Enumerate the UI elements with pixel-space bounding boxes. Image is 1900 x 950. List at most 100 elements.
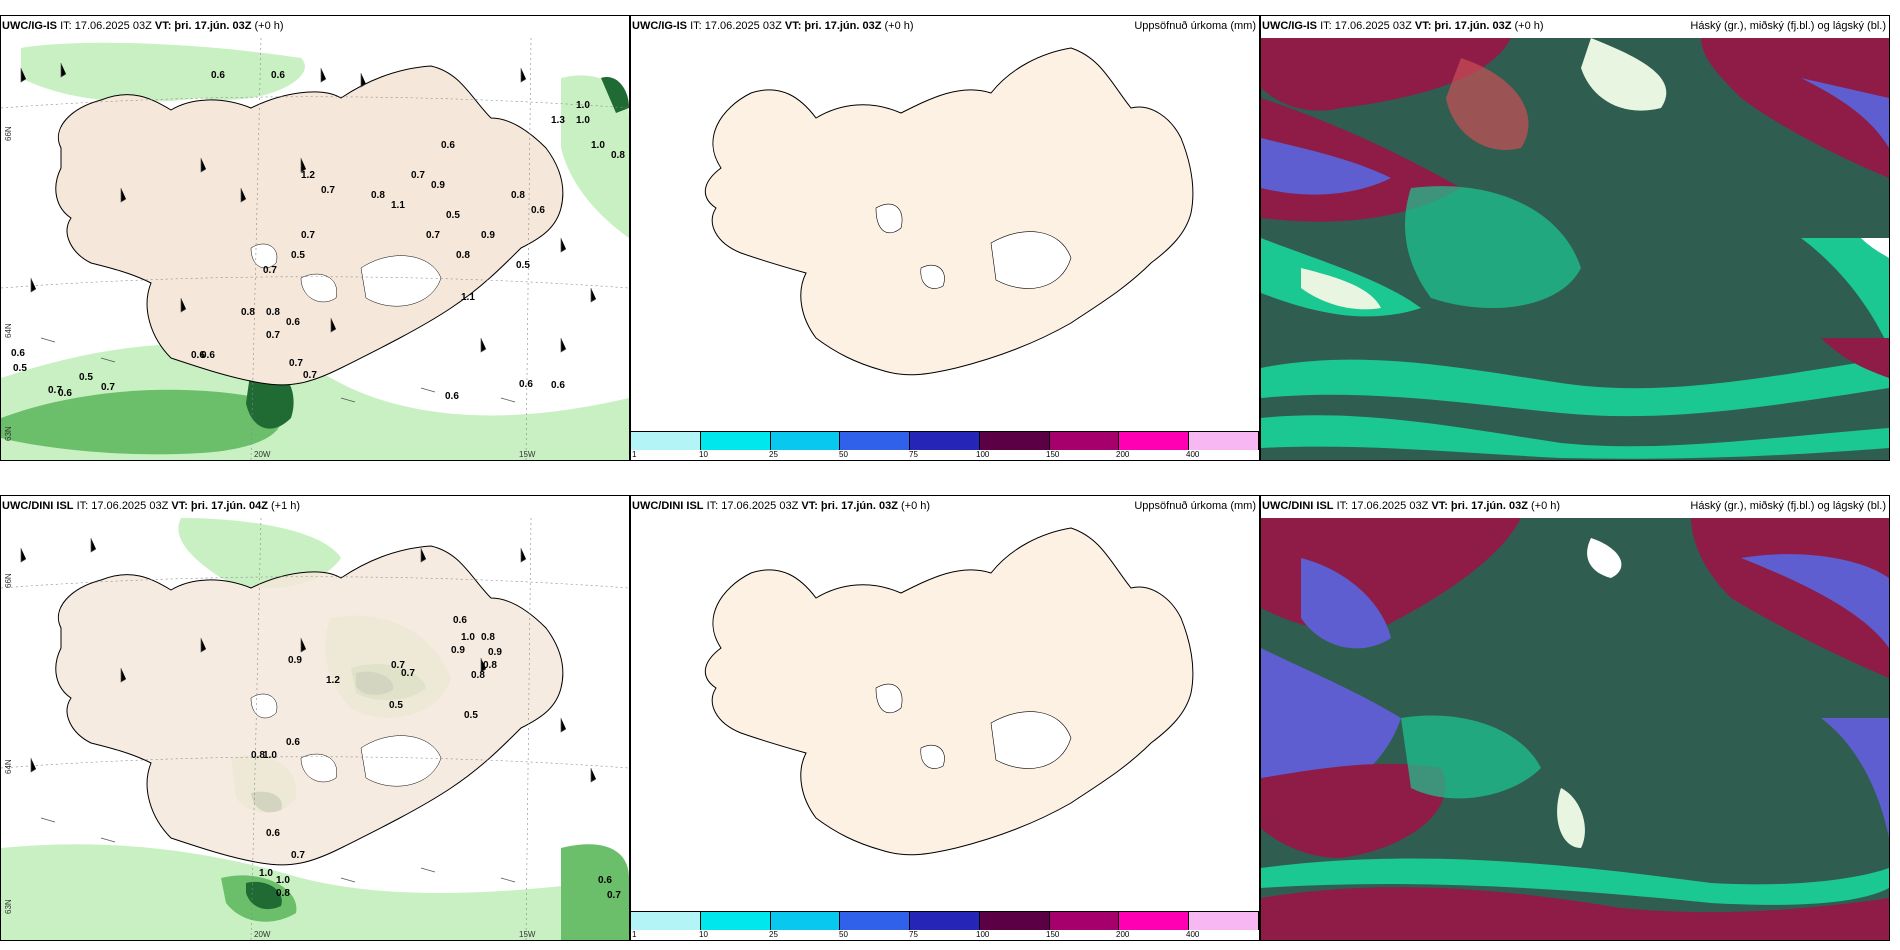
panel-variable-label: Háský (gr.), miðský (fj.bl.) og lágský (… bbox=[1690, 500, 1886, 512]
value-label: 0.6 bbox=[531, 205, 545, 216]
colorbar-tick: 150 bbox=[1046, 930, 1060, 939]
panel-variable-label: Uppsöfnuð úrkoma (mm) bbox=[1134, 500, 1256, 512]
value-label: 0.6 bbox=[201, 350, 215, 361]
lat-tick: 64N bbox=[4, 759, 13, 774]
map-canvas[interactable] bbox=[1261, 518, 1889, 940]
value-label: 1.2 bbox=[326, 675, 340, 686]
value-label: 0.7 bbox=[391, 660, 405, 671]
lat-tick: 64N bbox=[4, 323, 13, 338]
cloud-cover-panel: UWC/DINI ISL IT: 17.06.2025 03Z VT: þri.… bbox=[1260, 495, 1890, 941]
value-label: 0.7 bbox=[426, 230, 440, 241]
value-label: 0.5 bbox=[79, 372, 93, 383]
value-label: 0.6 bbox=[551, 380, 565, 391]
map-canvas[interactable]: 0.6 0.9 1.0 0.8 0.9 0.8 0.9 1.2 0.7 0.7 … bbox=[1, 518, 629, 940]
value-label: 1.1 bbox=[461, 292, 475, 303]
colorbar-segment bbox=[1189, 432, 1259, 450]
precip-colorbar bbox=[631, 911, 1259, 930]
value-label: 0.5 bbox=[446, 210, 460, 221]
panel-title: UWC/IG-IS IT: 17.06.2025 03Z VT: þri. 17… bbox=[632, 20, 914, 32]
panel-title: UWC/DINI ISL IT: 17.06.2025 03Z VT: þri.… bbox=[2, 500, 301, 512]
value-label: 0.9 bbox=[481, 230, 495, 241]
precip-colorbar bbox=[631, 431, 1259, 450]
colorbar-tick: 100 bbox=[976, 450, 990, 459]
value-label: 0.7 bbox=[303, 370, 317, 381]
value-label: 0.8 bbox=[481, 632, 495, 643]
colorbar-segment bbox=[910, 432, 980, 450]
colorbar-segment bbox=[700, 912, 771, 930]
lat-tick: 63N bbox=[4, 899, 13, 914]
colorbar-segment bbox=[1049, 432, 1120, 450]
colorbar-tick: 200 bbox=[1116, 450, 1130, 459]
colorbar-tick: 150 bbox=[1046, 450, 1060, 459]
value-label: 0.7 bbox=[263, 265, 277, 276]
value-label: 0.8 bbox=[611, 150, 625, 161]
value-label: 1.0 bbox=[576, 115, 590, 126]
value-label: 1.0 bbox=[461, 632, 475, 643]
value-label: 1.2 bbox=[301, 170, 315, 181]
colorbar-segment bbox=[979, 912, 1050, 930]
panel-variable-label: Háský (gr.), miðský (fj.bl.) og lágský (… bbox=[1690, 20, 1886, 32]
value-label: 0.6 bbox=[211, 70, 225, 81]
lon-tick: 20W bbox=[254, 450, 271, 459]
value-label: 1.0 bbox=[276, 875, 290, 886]
value-label: 0.7 bbox=[289, 358, 303, 369]
value-label: 0.7 bbox=[301, 230, 315, 241]
precip-value-labels: 0.6 0.6 1.0 1.3 1.0 0.6 1.0 0.8 1.2 0.7 … bbox=[11, 70, 625, 402]
map-canvas[interactable] bbox=[1261, 38, 1889, 460]
value-label: 1.0 bbox=[263, 750, 277, 761]
panel-title: UWC/IG-IS IT: 17.06.2025 03Z VT: þri. 17… bbox=[1262, 20, 1544, 32]
value-label: 0.9 bbox=[488, 647, 502, 658]
value-label: 0.8 bbox=[241, 307, 255, 318]
colorbar-tick: 200 bbox=[1116, 930, 1130, 939]
colorbar-segment bbox=[1119, 912, 1190, 930]
value-label: 0.8 bbox=[471, 670, 485, 681]
value-label: 0.6 bbox=[598, 875, 612, 886]
accumulated-precip-panel: UWC/DINI ISL IT: 17.06.2025 03Z VT: þri.… bbox=[630, 495, 1260, 941]
value-label: 0.6 bbox=[453, 615, 467, 626]
colorbar-segment bbox=[770, 912, 841, 930]
map-canvas[interactable] bbox=[631, 518, 1259, 908]
colorbar-ticks: 1 10 25 50 75 100 150 200 400 bbox=[631, 450, 1259, 460]
value-label: 0.8 bbox=[511, 190, 525, 201]
value-label: 1.3 bbox=[551, 115, 565, 126]
colorbar-tick: 75 bbox=[909, 450, 918, 459]
value-label: 0.7 bbox=[411, 170, 425, 181]
colorbar-tick: 10 bbox=[699, 450, 708, 459]
colorbar-segment bbox=[631, 912, 701, 930]
value-label: 0.6 bbox=[58, 388, 72, 399]
colorbar-tick: 25 bbox=[769, 930, 778, 939]
value-label: 0.5 bbox=[464, 710, 478, 721]
colorbar-segment bbox=[840, 432, 911, 450]
value-label: 0.6 bbox=[191, 350, 205, 361]
map-canvas[interactable] bbox=[631, 38, 1259, 428]
colorbar-tick: 1 bbox=[632, 450, 637, 459]
value-label: 0.6 bbox=[266, 828, 280, 839]
value-label: 0.9 bbox=[431, 180, 445, 191]
value-label: 0.5 bbox=[516, 260, 530, 271]
lon-tick: 15W bbox=[519, 450, 536, 459]
value-label: 0.9 bbox=[288, 655, 302, 666]
value-label: 1.0 bbox=[591, 140, 605, 151]
lon-tick: 20W bbox=[254, 930, 271, 939]
value-label: 0.6 bbox=[271, 70, 285, 81]
lat-tick: 63N bbox=[4, 426, 13, 441]
value-label: 0.5 bbox=[389, 700, 403, 711]
colorbar-ticks: 1 10 25 50 75 100 150 200 400 bbox=[631, 930, 1259, 940]
panel-variable-label: Uppsöfnuð úrkoma (mm) bbox=[1134, 20, 1256, 32]
value-label: 0.6 bbox=[445, 391, 459, 402]
colorbar-segment bbox=[700, 432, 771, 450]
value-label: 0.7 bbox=[321, 185, 335, 196]
precip-value-labels: 0.6 0.9 1.0 0.8 0.9 0.8 0.9 1.2 0.7 0.7 … bbox=[251, 615, 621, 901]
colorbar-segment bbox=[979, 432, 1050, 450]
colorbar-segment bbox=[910, 912, 980, 930]
value-label: 0.6 bbox=[441, 140, 455, 151]
value-label: 0.7 bbox=[291, 850, 305, 861]
value-label: 0.9 bbox=[451, 645, 465, 656]
precip-wind-map-panel: UWC/IG-IS IT: 17.06.2025 03Z VT: þri. 17… bbox=[0, 15, 630, 461]
map-canvas[interactable]: 0.6 0.6 1.0 1.3 1.0 0.6 1.0 0.8 1.2 0.7 … bbox=[1, 38, 629, 460]
value-label: 0.7 bbox=[607, 890, 621, 901]
colorbar-tick: 75 bbox=[909, 930, 918, 939]
panel-title: UWC/DINI ISL IT: 17.06.2025 03Z VT: þri.… bbox=[1262, 500, 1561, 512]
colorbar-segment bbox=[1119, 432, 1190, 450]
value-label: 0.6 bbox=[286, 317, 300, 328]
